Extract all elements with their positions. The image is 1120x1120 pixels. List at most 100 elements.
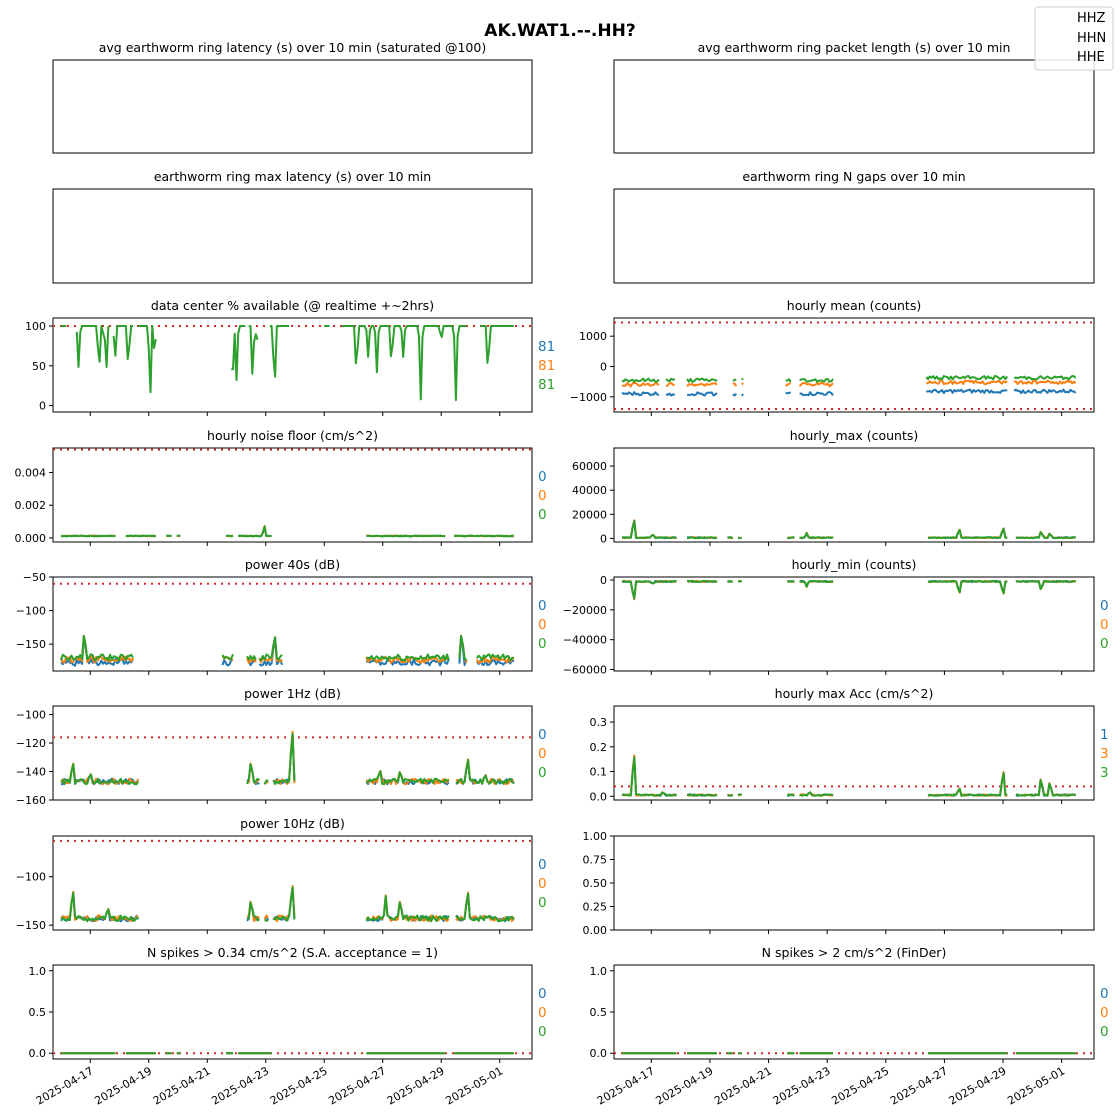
panel-title: avg earthworm ring latency (s) over 10 m… (99, 40, 486, 55)
y-tick-label: −50 (23, 571, 46, 584)
series-line-hhn (60, 730, 514, 786)
panel-title: N spikes > 0.34 cm/s^2 (S.A. acceptance … (147, 945, 438, 960)
y-tick-label: −100 (16, 605, 46, 618)
latest-value-label-hhz: 0 (538, 598, 547, 614)
series-line-hhe (61, 325, 514, 402)
y-tick-label: 0.00 (583, 924, 608, 937)
panel-title: hourly_max (counts) (790, 428, 919, 443)
latest-value-label-hhz: 0 (538, 986, 547, 1002)
y-tick-label: 60000 (572, 460, 607, 473)
panel-p4: data center % available (@ realtime +~2h… (25, 298, 555, 416)
x-tick-label: 2025-04-17 (595, 1064, 657, 1107)
panel-p10: power 1Hz (dB) −160 −140 −120 −100 0 0 0 (16, 686, 547, 807)
series-line-hhe (621, 375, 1077, 383)
x-tick-label: 2025-04-27 (888, 1064, 950, 1107)
panel-title: hourly max Acc (cm/s^2) (775, 686, 934, 701)
y-tick-label: 0.25 (583, 901, 608, 914)
x-tick-label: 2025-04-25 (829, 1064, 891, 1107)
y-tick-label: −100 (16, 871, 46, 884)
panel-title: power 10Hz (dB) (240, 816, 345, 831)
panel-p1: avg earthworm ring packet length (s) ove… (613, 40, 1095, 154)
panel-title: N spikes > 2 cm/s^2 (FinDer) (762, 945, 947, 960)
y-tick-label: 0.0 (29, 1047, 47, 1060)
y-tick-label: 0.000 (15, 532, 47, 545)
panel-p6: hourly noise floor (cm/s^2) 0.000 0.002 0.0… (15, 428, 547, 546)
panel-title: power 1Hz (dB) (244, 686, 341, 701)
plot-frame (52, 835, 533, 931)
y-tick-label: −100 (16, 709, 46, 722)
latest-value-label-hhn: 0 (1100, 1005, 1109, 1021)
latest-value-label-hhn: 0 (1100, 617, 1109, 633)
plot-frame (613, 317, 1095, 413)
panel-title: power 40s (dB) (245, 557, 340, 572)
y-tick-label: −150 (16, 919, 46, 932)
legend: HHZ HHN HHE (1034, 6, 1114, 71)
legend-entry-hhz: HHZ (1077, 11, 1106, 26)
series-line-hhz (60, 734, 515, 786)
panel-title: avg earthworm ring packet length (s) ove… (698, 40, 1011, 55)
panel-title: hourly noise floor (cm/s^2) (207, 428, 378, 443)
y-tick-label: 0.004 (15, 467, 47, 480)
panel-title: hourly mean (counts) (787, 298, 921, 313)
y-tick-label: 1.0 (29, 965, 47, 978)
panel-p7: hourly_max (counts) 0 20000 40000 60000 (572, 428, 1095, 546)
panel-title: earthworm ring N gaps over 10 min (742, 169, 965, 184)
series-line-hhz (622, 520, 1076, 540)
latest-value-label-hhz: 1 (1100, 727, 1109, 743)
x-tick-label: 2025-04-23 (771, 1064, 833, 1107)
y-tick-label: 0.2 (590, 741, 608, 754)
latest-value-label-hhn: 0 (538, 488, 547, 504)
y-tick-label: 1.00 (583, 830, 608, 843)
plot-frame (52, 447, 533, 543)
x-tick-label: 2025-05-01 (443, 1064, 505, 1107)
y-tick-label: 1.0 (590, 965, 608, 978)
x-tick-label: 2025-04-27 (326, 1064, 388, 1107)
x-tick-label: 2025-04-29 (385, 1064, 447, 1107)
series-line-hhn (621, 579, 1077, 601)
plot-frame (52, 964, 533, 1060)
plot-frame (613, 188, 1095, 284)
latest-value-label-hhz: 0 (1100, 986, 1109, 1002)
figure-title: AK.WAT1.--.HH? (484, 21, 635, 41)
plot-frame (613, 576, 1095, 672)
series-line-hhn (621, 379, 1077, 388)
series-line-hhe (60, 732, 515, 786)
plot-frame (52, 317, 533, 413)
y-tick-label: 50 (32, 360, 46, 373)
y-tick-label: 0 (600, 532, 607, 545)
latest-value-label-hhn: 0 (538, 617, 547, 633)
x-tick-label: 2025-05-01 (1005, 1064, 1067, 1107)
series-line-hhe (60, 886, 515, 923)
plot-frame (52, 59, 533, 154)
panel-p12: power 10Hz (dB) −150 −100 0 0 0 (16, 816, 547, 934)
series-line-hhe (60, 525, 514, 538)
y-tick-label: 0.50 (583, 877, 608, 890)
y-tick-label: 40000 (572, 484, 607, 497)
latest-value-label-hhn: 0 (538, 746, 547, 762)
y-tick-label: 0.1 (590, 766, 608, 779)
plot-frame (613, 964, 1095, 1060)
latest-value-label-hhz: 0 (1100, 598, 1109, 614)
latest-value-label-hhz: 0 (538, 857, 547, 873)
latest-value-label-hhz: 0 (538, 469, 547, 485)
series-line-hhz (621, 757, 1076, 797)
latest-value-label-hhe: 0 (538, 507, 547, 523)
panel-p8: power 40s (dB) −150 −100 −50 0 0 0 (16, 557, 547, 675)
x-tick-label: 2025-04-21 (712, 1064, 774, 1107)
x-tick-label: 2025-04-19 (654, 1064, 716, 1107)
x-tick-label: 2025-04-19 (92, 1064, 154, 1107)
series-line-hhn (61, 525, 515, 538)
panel-p9: hourly_min (counts) −60000 −40000 −20000 0 0 0… (563, 557, 1109, 677)
y-tick-label: −1000 (570, 391, 607, 404)
panel-p14: N spikes > 0.34 cm/s^2 (S.A. acceptance … (29, 945, 547, 1108)
x-tick-label: 2025-04-25 (268, 1064, 330, 1107)
panel-p5: hourly mean (counts) −1000 0 1000 (570, 298, 1095, 416)
panel-p11: hourly max Acc (cm/s^2) 0.0 0.1 0.2 0.3 1 3 3 (590, 686, 1109, 804)
legend-entry-hhe: HHE (1077, 50, 1105, 65)
plot-frame (613, 59, 1095, 154)
y-tick-label: −150 (16, 638, 46, 651)
y-tick-label: 100 (25, 320, 46, 333)
x-tick-label: 2025-04-23 (209, 1064, 271, 1107)
panel-p0: avg earthworm ring latency (s) over 10 m… (52, 40, 533, 154)
